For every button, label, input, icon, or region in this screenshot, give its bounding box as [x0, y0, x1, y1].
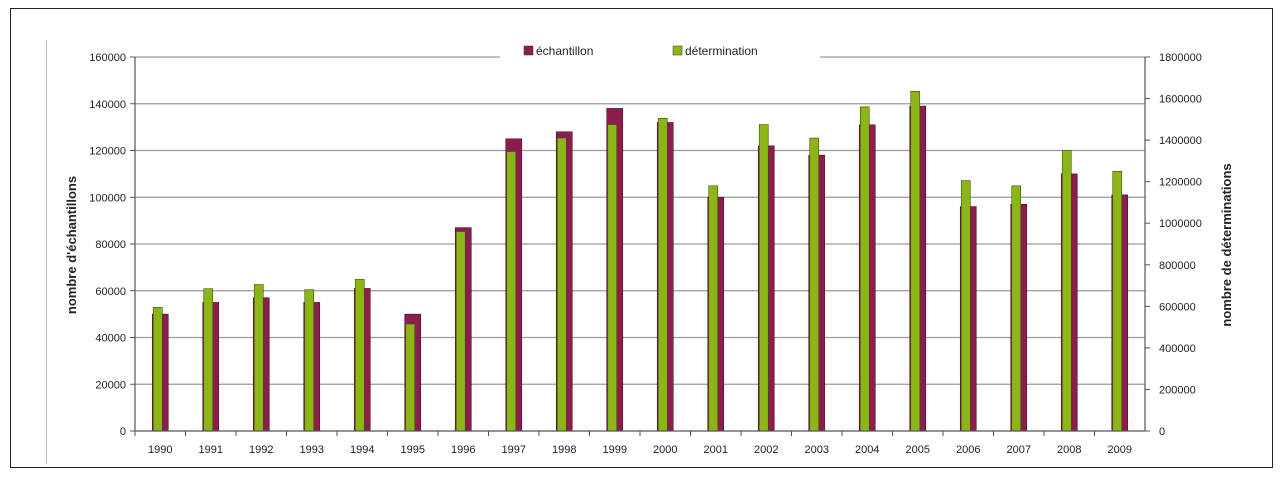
x-tick-label: 2006 [956, 444, 980, 456]
axes: 0200004000060000800001000001200001400001… [89, 52, 1202, 456]
bar-determination [859, 106, 870, 432]
y-left-tick-label: 0 [120, 426, 126, 438]
x-tick-label: 2007 [1007, 444, 1031, 456]
x-tick-label: 2005 [906, 444, 930, 456]
y-right-tick-label: 1000000 [1159, 218, 1202, 230]
bar-determination [960, 180, 971, 432]
y-left-tick-label: 140000 [89, 99, 126, 111]
bar-determination [1112, 170, 1123, 432]
legend-label-determination: détermination [685, 44, 758, 58]
frame-divider [46, 40, 47, 464]
legend-swatch-echantillon [523, 45, 534, 56]
bar-determination [354, 279, 365, 432]
x-tick-label: 2001 [704, 444, 728, 456]
y-right-tick-label: 1600000 [1159, 94, 1202, 106]
x-tick-label: 1992 [249, 444, 273, 456]
x-tick-label: 1995 [401, 444, 425, 456]
bar-determination [607, 124, 618, 432]
bar-determination [657, 117, 668, 432]
bar-determination [455, 231, 466, 432]
x-tick-label: 1997 [502, 444, 526, 456]
bar-determination [910, 90, 921, 432]
bar-determination [152, 307, 163, 432]
y-left-tick-label: 100000 [89, 192, 126, 204]
y-right-tick-label: 1200000 [1159, 177, 1202, 189]
x-tick-label: 1994 [350, 444, 374, 456]
x-tick-label: 2004 [855, 444, 879, 456]
y-right-tick-label: 0 [1159, 426, 1165, 438]
x-tick-label: 2009 [1108, 444, 1132, 456]
y-left-tick-label: 160000 [89, 52, 126, 64]
bar-determination [708, 185, 719, 432]
y-right-tick-label: 400000 [1159, 343, 1196, 355]
bar-determination [203, 288, 214, 432]
x-tick-label: 1991 [199, 444, 223, 456]
y-right-tick-label: 1400000 [1159, 135, 1202, 147]
x-tick-label: 1990 [148, 444, 172, 456]
y-right-tick-label: 600000 [1159, 301, 1196, 313]
y-axis-left-label: nombre d'échantillons [64, 176, 79, 314]
y-axis-right-label: nombre de déterminations [1219, 163, 1234, 326]
x-tick-label: 1993 [300, 444, 324, 456]
bar-determination [758, 124, 769, 432]
y-left-tick-label: 120000 [89, 146, 126, 158]
bar-determination [809, 137, 820, 432]
y-right-tick-label: 800000 [1159, 260, 1196, 272]
x-tick-label: 1999 [603, 444, 627, 456]
bar-series [151, 90, 1129, 432]
bar-determination [304, 289, 315, 432]
x-tick-label: 1996 [451, 444, 475, 456]
x-tick-label: 2002 [754, 444, 778, 456]
y-left-tick-label: 40000 [95, 333, 126, 345]
bar-determination [405, 323, 416, 432]
legend-label-echantillon: échantillon [536, 44, 593, 58]
y-left-tick-label: 20000 [95, 379, 126, 391]
x-tick-label: 1998 [552, 444, 576, 456]
bar-determination [253, 284, 264, 432]
y-right-tick-label: 1800000 [1159, 52, 1202, 64]
y-right-tick-label: 200000 [1159, 384, 1196, 396]
x-tick-label: 2003 [805, 444, 829, 456]
bar-determination [1011, 185, 1022, 432]
y-left-tick-label: 60000 [95, 286, 126, 298]
y-left-tick-label: 80000 [95, 239, 126, 251]
gridlines [135, 56, 1145, 385]
legend: échantillon détermination [523, 44, 758, 58]
bar-determination [1061, 150, 1072, 432]
legend-swatch-determination [672, 45, 683, 56]
bar-determination [506, 151, 517, 432]
bar-determination [556, 137, 567, 432]
x-tick-label: 2008 [1057, 444, 1081, 456]
x-tick-label: 2000 [653, 444, 677, 456]
